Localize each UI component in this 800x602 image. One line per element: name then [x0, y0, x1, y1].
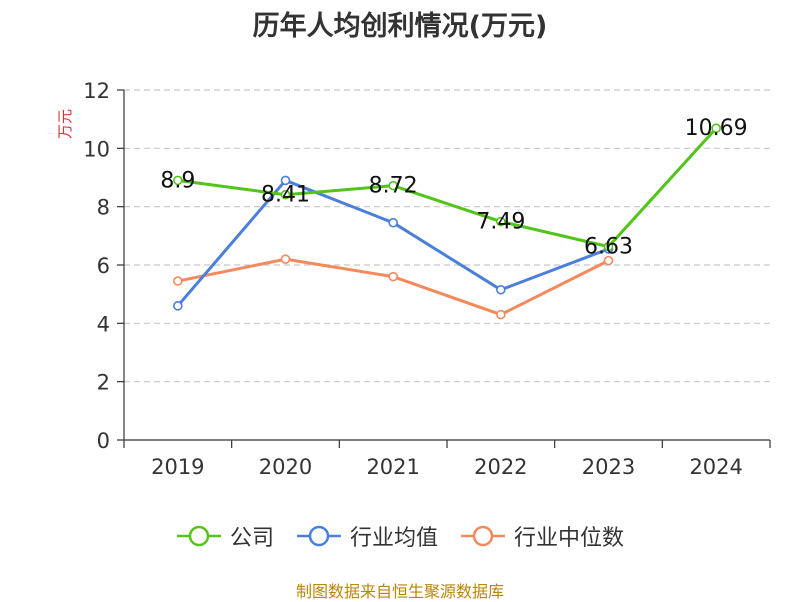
y-tick-label: 2 — [97, 371, 110, 395]
data-point-0 — [496, 216, 506, 227]
x-tick-label: 2023 — [582, 455, 635, 479]
data-point-0 — [173, 175, 183, 186]
data-point-0 — [280, 189, 291, 200]
y-tick-label: 0 — [97, 429, 110, 453]
y-tick-label: 10 — [83, 137, 110, 161]
legend-label-company: 公司 — [229, 526, 274, 551]
data-point-1 — [496, 284, 506, 295]
y-tick-label: 8 — [97, 196, 110, 220]
y-axis-label: 万元 — [56, 109, 74, 139]
data-point-2 — [496, 309, 506, 320]
data-point-1 — [280, 175, 291, 186]
legend-marker-industry-median — [461, 525, 505, 547]
y-tick-label: 12 — [83, 79, 110, 103]
data-point-2 — [173, 276, 183, 286]
data-label: 6.63 — [584, 235, 633, 260]
data-label: 7.49 — [476, 210, 525, 235]
legend-item-industry-median[interactable]: 行业中位数 — [460, 520, 624, 552]
y-tick-label: 6 — [97, 254, 110, 278]
x-tick-label: 2019 — [151, 455, 204, 479]
data-point-0 — [711, 123, 721, 134]
data-point-2 — [603, 255, 614, 266]
data-label: 8.9 — [160, 168, 195, 193]
data-point-2 — [280, 254, 291, 264]
y-tick-label: 4 — [97, 312, 110, 336]
x-tick-label: 2022 — [474, 455, 527, 479]
legend-marker-company — [176, 525, 221, 547]
legend-item-industry-avg[interactable]: 行业均值 — [296, 520, 438, 552]
chart-title: 历年人均创利情况(万元) — [252, 11, 548, 42]
data-label: 8.72 — [369, 174, 418, 199]
legend-item-company[interactable]: 公司 — [176, 520, 274, 552]
legend: 公司 行业均值 行业中位数 — [0, 520, 800, 552]
data-label: 8.41 — [261, 183, 310, 208]
legend-label-industry-avg: 行业均值 — [349, 526, 438, 551]
legend-label-industry-median: 行业中位数 — [514, 526, 625, 551]
data-point-0 — [603, 241, 614, 252]
data-point-2 — [388, 271, 398, 282]
source-footer: 制图数据来自恒生聚源数据库 — [295, 582, 504, 601]
series-line-1 — [176, 178, 610, 307]
series-line-2 — [177, 257, 610, 317]
data-point-1 — [388, 217, 398, 228]
x-tick-label: 2024 — [689, 455, 742, 479]
x-tick-label: 2021 — [366, 455, 419, 479]
legend-marker-industry-avg — [296, 525, 341, 547]
data-label: 10.69 — [685, 116, 748, 141]
data-point-1 — [173, 301, 183, 311]
data-point-0 — [388, 180, 398, 191]
series-line-0 — [177, 127, 718, 249]
x-tick-label: 2020 — [259, 455, 312, 479]
